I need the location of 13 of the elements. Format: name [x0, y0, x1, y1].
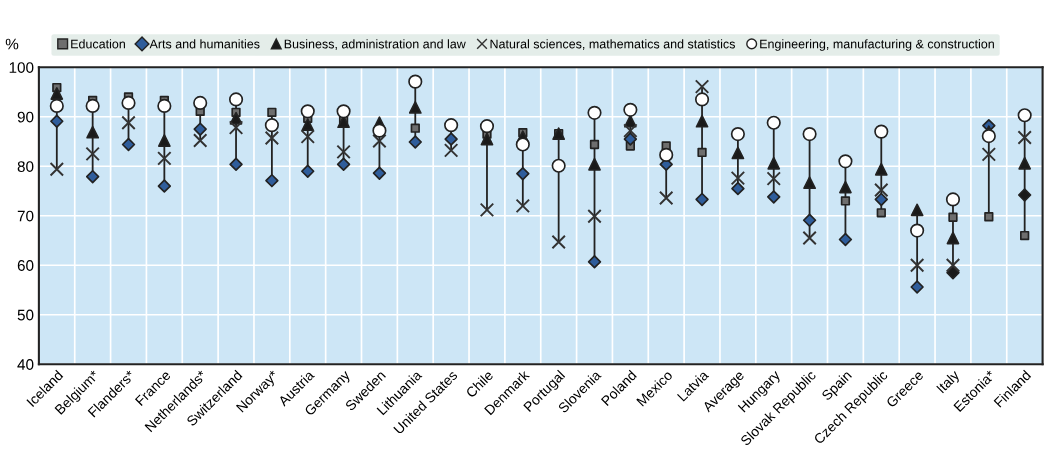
legend-label: Business, administration and law: [284, 39, 466, 50]
y-axis-title: %: [5, 38, 19, 50]
y-tick-label: 100: [9, 62, 34, 73]
legend-label: Natural sciences, mathematics and statistics: [490, 39, 735, 50]
y-tick-label: 90: [17, 111, 34, 123]
legend-label: Arts and humanities: [149, 39, 260, 49]
y-tick-label: 60: [17, 260, 34, 271]
y-tick-label: 70: [17, 210, 34, 222]
legend-label: Education: [71, 39, 125, 49]
y-tick-label: 40: [17, 359, 34, 370]
y-tick-label: 50: [17, 309, 34, 321]
y-tick-label: 80: [17, 161, 34, 172]
legend-label: Engineering, manufacturing & construction: [760, 39, 994, 51]
